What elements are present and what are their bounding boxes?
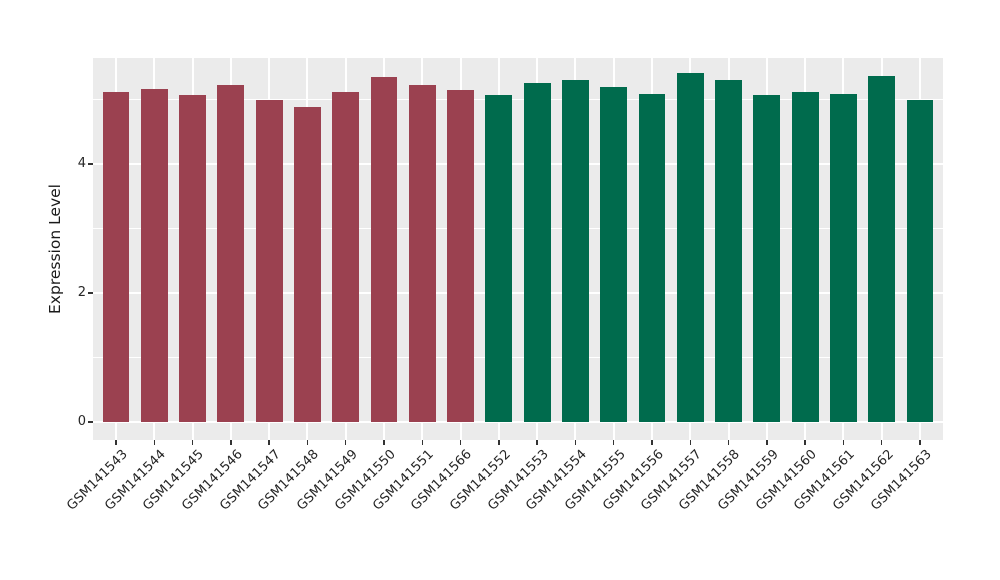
- bar: [370, 76, 398, 422]
- bar: [485, 95, 513, 422]
- x-tick-mark: [459, 440, 462, 445]
- bar: [255, 100, 283, 422]
- x-tick-mark: [574, 440, 577, 445]
- bar: [830, 93, 857, 422]
- y-tick-mark: [88, 163, 93, 165]
- bar: [868, 75, 896, 422]
- x-tick-mark: [804, 440, 806, 445]
- gridline-minor: [93, 228, 943, 229]
- bar: [140, 88, 168, 422]
- gridline-major: [93, 421, 943, 423]
- x-tick-mark: [115, 440, 117, 445]
- plot-panel: [93, 58, 943, 440]
- x-tick-mark: [153, 440, 155, 445]
- x-tick-mark: [498, 440, 500, 445]
- gridline-minor: [93, 357, 943, 358]
- x-tick-mark: [344, 440, 347, 445]
- x-tick-mark: [536, 440, 538, 445]
- gridline-minor: [93, 99, 943, 100]
- y-axis-title: Expression Level: [46, 184, 64, 314]
- x-tick-mark: [727, 440, 730, 445]
- bar: [638, 93, 666, 422]
- bar: [332, 91, 360, 422]
- bar: [217, 84, 245, 422]
- x-tick-mark: [766, 440, 768, 445]
- x-tick-mark: [191, 440, 194, 445]
- bar: [753, 95, 781, 422]
- bar: [447, 89, 474, 422]
- bar: [294, 107, 321, 422]
- x-tick-mark: [612, 440, 615, 445]
- x-tick-mark: [306, 440, 309, 445]
- bar: [408, 84, 436, 422]
- y-tick-mark: [88, 421, 93, 423]
- gridline-major: [93, 163, 943, 165]
- bar: [906, 100, 934, 422]
- x-tick-mark: [919, 440, 921, 445]
- y-tick-label: 4: [77, 156, 86, 171]
- y-tick-mark: [88, 292, 93, 294]
- bar: [676, 73, 704, 422]
- x-tick-mark: [689, 440, 692, 445]
- bar: [102, 91, 130, 422]
- gridline-major: [93, 292, 943, 294]
- x-tick-mark: [383, 440, 385, 445]
- bar: [791, 92, 819, 422]
- bar: [600, 86, 628, 422]
- x-tick-mark: [842, 440, 845, 445]
- x-tick-mark: [651, 440, 653, 445]
- x-tick-mark: [230, 440, 232, 445]
- bar: [715, 80, 742, 422]
- x-tick-mark: [421, 440, 424, 445]
- bar: [179, 95, 206, 422]
- bar: [523, 83, 551, 422]
- x-tick-mark: [880, 440, 883, 445]
- y-tick-label: 0: [77, 414, 86, 429]
- x-tick-mark: [268, 440, 270, 445]
- y-tick-label: 2: [77, 285, 86, 300]
- bar: [562, 80, 589, 422]
